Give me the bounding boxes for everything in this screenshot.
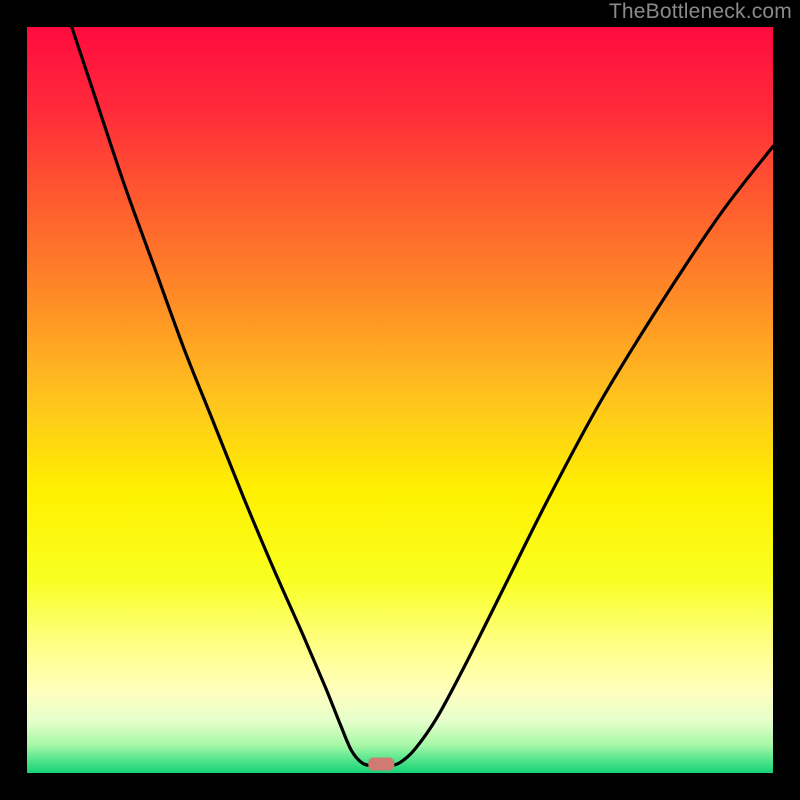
- chart-plot-area: [27, 27, 773, 773]
- bottleneck-curve-chart: [27, 27, 773, 773]
- gradient-background: [27, 27, 773, 773]
- watermark-text: TheBottleneck.com: [609, 0, 792, 24]
- optimal-marker: [368, 758, 394, 771]
